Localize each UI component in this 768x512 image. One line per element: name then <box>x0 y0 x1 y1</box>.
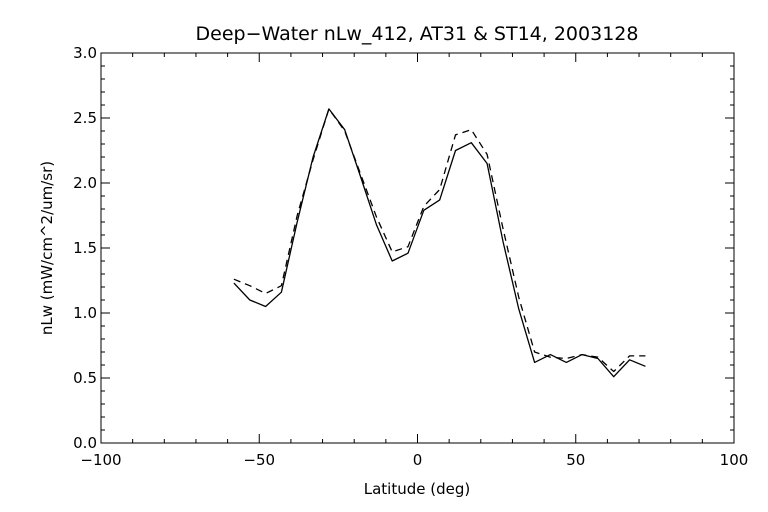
y-tick-label: 0.0 <box>73 434 97 452</box>
x-tick-label: 50 <box>566 451 585 469</box>
y-tick-label: 2.5 <box>73 109 97 127</box>
chart-title: Deep−Water nLw_412, AT31 & ST14, 2003128 <box>196 23 639 45</box>
x-tick-label: 100 <box>720 451 749 469</box>
y-tick-label: 1.0 <box>73 304 97 322</box>
y-tick-label: 0.5 <box>73 369 97 387</box>
series-line-dashed <box>233 108 646 373</box>
series-line-solid <box>233 108 646 378</box>
plot-frame <box>100 52 735 444</box>
plot-axes: −100 −50 0 50 100 0.0 0.5 1.0 1.5 2.0 2.5 3.0 <box>73 44 748 469</box>
y-axis-label: nLw (mW/cm^2/um/sr) <box>38 161 56 335</box>
x-tick-label: −50 <box>243 451 275 469</box>
x-tick-label: −100 <box>80 451 121 469</box>
x-tick-label: 0 <box>413 451 423 469</box>
series-layer <box>233 108 646 378</box>
y-tick-label: 2.0 <box>73 174 97 192</box>
y-tick-label: 1.5 <box>73 239 97 257</box>
x-axis-label: Latitude (deg) <box>364 480 470 498</box>
y-tick-label: 3.0 <box>73 44 97 62</box>
